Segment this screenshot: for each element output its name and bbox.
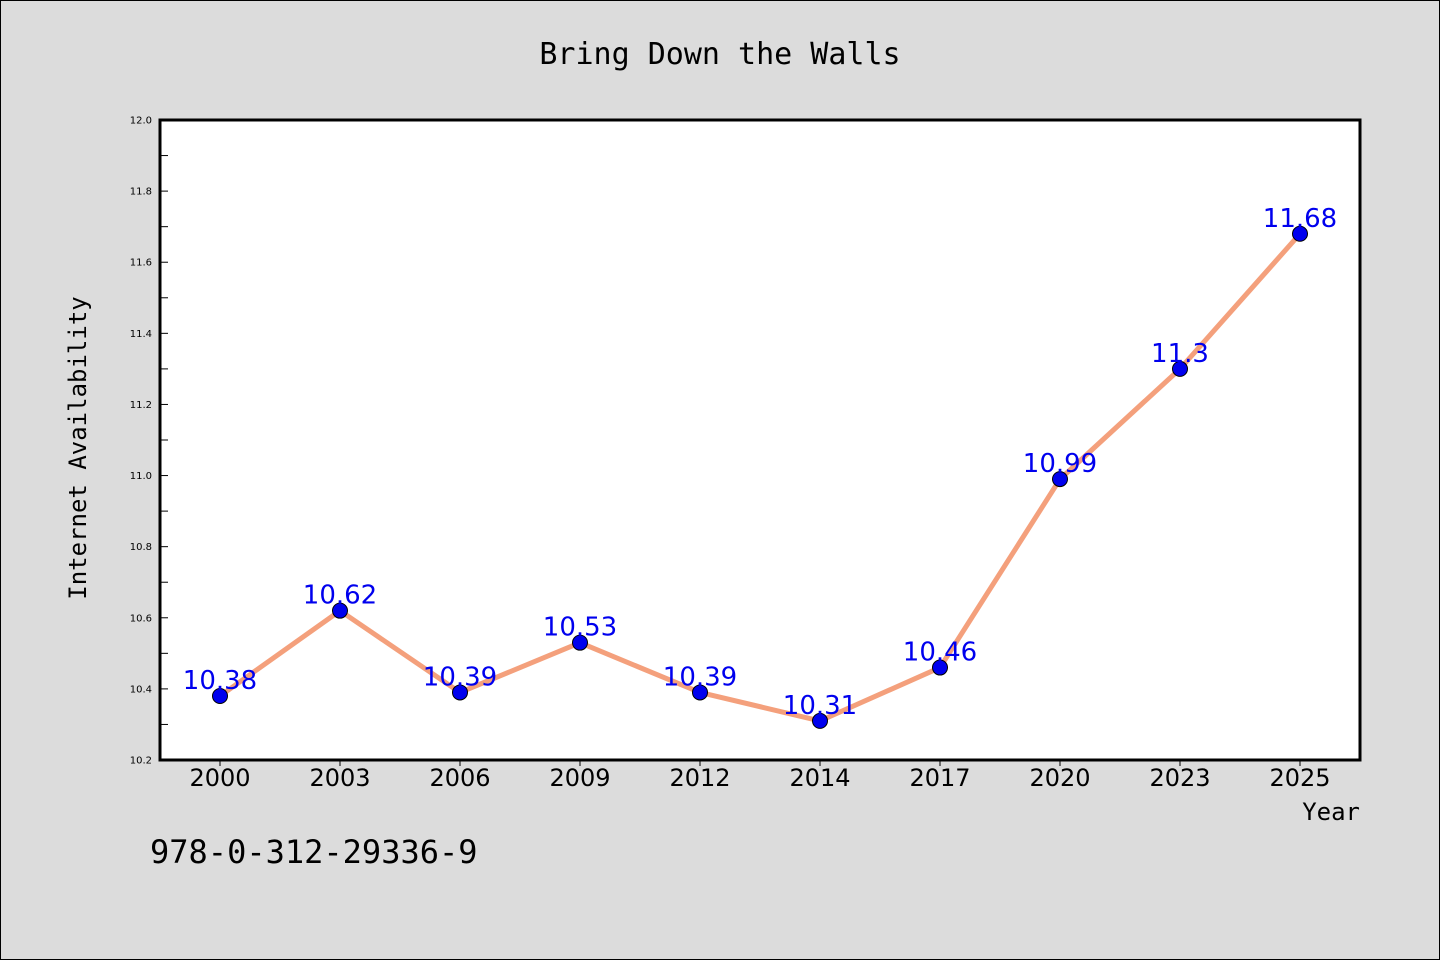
data-label: 11.3: [1151, 339, 1209, 369]
data-point: [692, 684, 708, 701]
x-tick-label: 2000: [189, 764, 250, 792]
data-label: 10.31: [783, 691, 857, 721]
y-tick-label: 10.4: [130, 684, 152, 695]
y-tick-label: 10.8: [130, 542, 152, 553]
data-point: [1292, 225, 1308, 242]
y-tick-label: 11.8: [130, 187, 152, 198]
y-axis-label: Internet Availability: [64, 296, 92, 599]
x-tick-label: 2025: [1269, 764, 1330, 792]
x-tick-label: 2009: [549, 764, 610, 792]
x-tick-label: 2020: [1029, 764, 1090, 792]
plot-area: [158, 118, 1362, 762]
data-point: [932, 659, 948, 676]
x-axis-label: Year: [1302, 798, 1360, 826]
isbn-text: 978-0-312-29336-9: [150, 833, 478, 871]
y-tick-label: 11.6: [130, 258, 152, 269]
x-tick-label: 2023: [1149, 764, 1210, 792]
x-tick-label: 2006: [429, 764, 490, 792]
y-tick-label: 12.0: [130, 116, 152, 127]
data-label: 10.39: [663, 662, 737, 692]
data-point: [1172, 360, 1188, 377]
data-label: 10.62: [303, 581, 377, 611]
data-label: 10.38: [183, 666, 257, 696]
x-tick-label: 2012: [669, 764, 730, 792]
x-tick-label: 2017: [909, 764, 970, 792]
y-tick-label: 10.2: [130, 756, 152, 767]
data-label: 10.46: [903, 638, 977, 668]
series-layer: 10.38 10.62 10.39 10.53 10.39 10.31 10.46 10.99…: [183, 204, 1337, 729]
y-axis-ticks: 10.2 10.4 10.6 10.8 11.0 11.2 11.4 11.6 11.8 12.0: [130, 116, 168, 767]
data-point: [332, 602, 348, 619]
y-tick-label: 11.4: [130, 329, 152, 340]
x-tick-label: 2003: [309, 764, 370, 792]
data-point: [1052, 471, 1068, 488]
x-axis-ticks: 2000 2003 2006 2009 2012 2014 2017 2020 2023 2025: [189, 760, 1331, 792]
x-tick-label: 2014: [789, 764, 850, 792]
data-point: [452, 684, 468, 701]
y-tick-label: 11.0: [130, 471, 152, 482]
data-label: 10.39: [423, 662, 497, 692]
data-label: 11.68: [1263, 204, 1337, 234]
chart-title: Bring Down the Walls: [539, 37, 900, 72]
data-point: [812, 712, 828, 729]
y-tick-label: 11.2: [130, 400, 152, 411]
data-label: 10.53: [543, 613, 617, 643]
data-point: [212, 688, 228, 704]
data-label: 10.99: [1023, 449, 1097, 479]
series-line: [217, 231, 1303, 724]
y-tick-label: 10.6: [130, 613, 152, 624]
data-point: [572, 634, 588, 651]
